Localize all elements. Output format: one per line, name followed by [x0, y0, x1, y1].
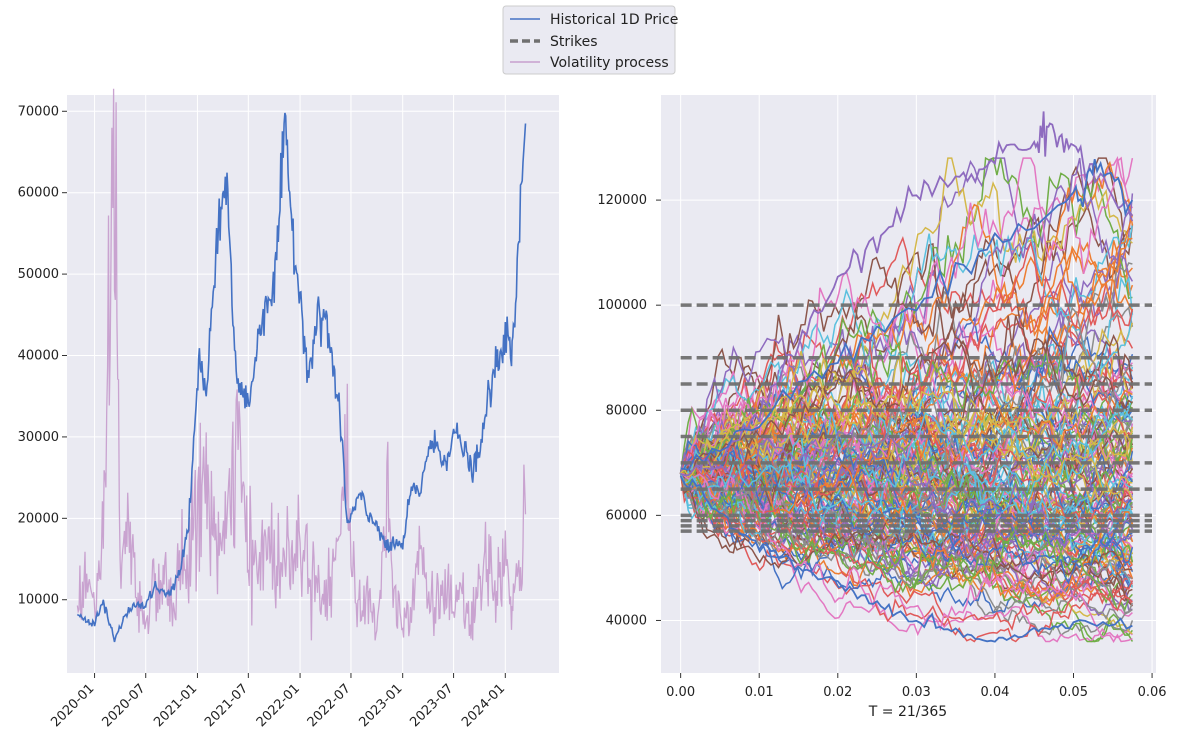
- simulated-path: [679, 447, 1134, 604]
- simulated-path: [679, 445, 1133, 553]
- left-plot-background: [67, 95, 559, 673]
- simulated-path: [679, 203, 1133, 474]
- simulated-path: [680, 472, 1133, 643]
- legend-label-vol: Volatility process: [550, 55, 669, 71]
- extreme-path: [680, 159, 1134, 471]
- extreme-path: [680, 111, 1134, 477]
- right-x-tick-label: 0.01: [745, 685, 774, 700]
- left-y-tick-label: 50000: [18, 267, 59, 282]
- right-x-tick-label: 0.06: [1138, 685, 1167, 700]
- simulated-path: [680, 388, 1133, 502]
- left-y-tick-label: 70000: [18, 104, 59, 119]
- simulated-path: [679, 157, 1134, 474]
- left-x-tick-label: 2020-01: [48, 681, 97, 730]
- simulated-path: [680, 401, 1134, 563]
- right-x-tick-label: 0.05: [1059, 685, 1088, 700]
- right-y-ticks: 40000 60000 80000 100000 120000: [597, 193, 661, 628]
- left-x-tick-label: 2024-01: [459, 681, 508, 730]
- legend-box: [502, 5, 676, 75]
- right-x-tick-label: 0.03: [902, 685, 931, 700]
- simulated-path: [679, 430, 1134, 548]
- legend-label-price: Historical 1D Price: [550, 12, 678, 28]
- legend: Historical 1D Price Strikes Volatility p…: [502, 5, 678, 75]
- simulated-path: [679, 472, 1133, 594]
- left-y-tick-label: 10000: [18, 593, 59, 608]
- right-x-tick-label: 0.02: [823, 685, 852, 700]
- left-grid: [67, 95, 559, 673]
- legend-label-strikes: Strikes: [550, 34, 598, 50]
- simulated-path: [679, 157, 1134, 474]
- left-x-tick-label: 2023-01: [356, 681, 405, 730]
- simulated-path: [679, 436, 1133, 635]
- left-x-tick-label: 2022-07: [305, 681, 354, 730]
- right-y-tick-label: 40000: [606, 613, 647, 628]
- right-y-tick-label: 80000: [606, 403, 647, 418]
- left-x-tick-label: 2021-01: [151, 681, 200, 730]
- right-x-ticks: 0.00 0.01 0.02 0.03 0.04 0.05 0.06: [666, 673, 1167, 700]
- left-y-tick-label: 60000: [18, 186, 59, 201]
- right-x-tick-label: 0.00: [666, 685, 695, 700]
- volatility-line: [76, 88, 527, 641]
- left-x-tick-label: 2021-07: [202, 681, 251, 730]
- simulated-path: [679, 361, 1134, 481]
- left-y-tick-label: 30000: [18, 430, 59, 445]
- left-chart: 10000 20000 30000 40000 50000 60000 70000 2020…: [18, 88, 559, 730]
- simulated-path: [680, 237, 1133, 492]
- simulated-path: [680, 469, 1133, 612]
- price-line: [76, 112, 527, 643]
- simulated-path: [680, 308, 1133, 487]
- left-y-ticks: 10000 20000 30000 40000 50000 60000 70000: [18, 104, 67, 608]
- left-y-tick-label: 40000: [18, 349, 59, 364]
- right-y-tick-label: 60000: [606, 508, 647, 523]
- left-x-tick-label: 2022-01: [254, 681, 303, 730]
- left-series: [76, 88, 527, 643]
- simulated-path: [679, 450, 1133, 643]
- strike-lines: [680, 303, 1152, 533]
- left-x-tick-label: 2020-07: [100, 681, 149, 730]
- left-x-ticks: 2020-01 2020-07 2021-01 2021-07 2022-01 2022-…: [48, 673, 508, 730]
- right-y-tick-label: 120000: [597, 193, 647, 208]
- right-y-tick-label: 100000: [597, 298, 647, 313]
- simulated-path: [679, 470, 1133, 621]
- right-x-axis-label: T = 21/365: [868, 704, 947, 720]
- right-x-tick-label: 0.04: [980, 685, 1009, 700]
- right-chart: 40000 60000 80000 100000 120000 0.00 0.01 0.02…: [597, 95, 1167, 720]
- simulated-path: [680, 375, 1134, 480]
- left-x-tick-label: 2023-07: [407, 681, 456, 730]
- extreme-path: [679, 475, 1133, 643]
- left-y-tick-label: 20000: [18, 511, 59, 526]
